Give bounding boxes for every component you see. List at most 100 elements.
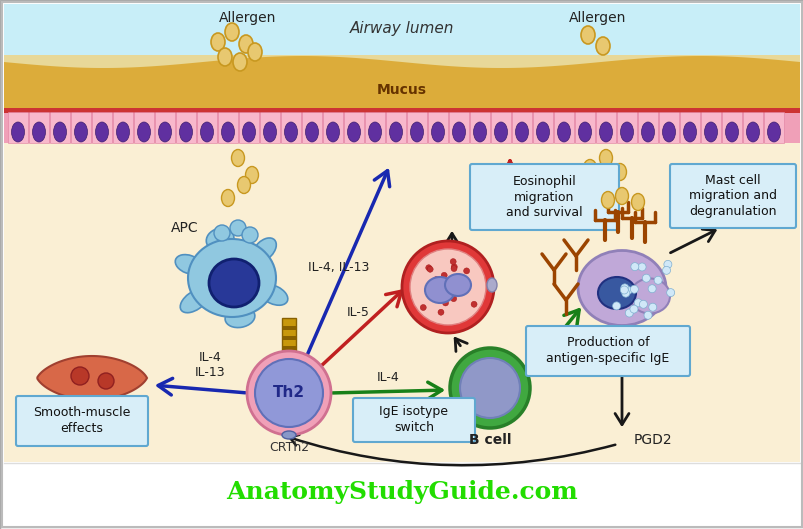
Circle shape <box>433 277 438 282</box>
Text: Eosinophil
migration
and survival: Eosinophil migration and survival <box>506 175 582 220</box>
Bar <box>50 112 70 143</box>
Bar <box>4 143 799 521</box>
Bar <box>700 112 720 143</box>
Bar <box>344 112 364 143</box>
Bar <box>406 112 426 143</box>
Ellipse shape <box>179 122 192 142</box>
Ellipse shape <box>206 228 234 251</box>
Bar <box>491 112 511 143</box>
Ellipse shape <box>263 122 276 142</box>
Circle shape <box>420 305 426 311</box>
Text: CRTh2: CRTh2 <box>268 442 308 454</box>
Bar <box>71 112 91 143</box>
Circle shape <box>620 284 628 292</box>
Bar <box>4 55 799 110</box>
Ellipse shape <box>247 43 262 61</box>
Bar <box>470 112 489 143</box>
Ellipse shape <box>431 122 444 142</box>
Bar <box>4 108 799 143</box>
Ellipse shape <box>225 307 255 327</box>
Bar <box>658 112 679 143</box>
Ellipse shape <box>444 274 471 296</box>
Ellipse shape <box>641 122 654 142</box>
Bar <box>259 112 279 143</box>
Ellipse shape <box>515 122 528 142</box>
Text: IL-4: IL-4 <box>376 371 399 385</box>
Ellipse shape <box>578 122 591 142</box>
Text: IL-4, IL-13: IL-4, IL-13 <box>308 261 369 275</box>
Circle shape <box>214 225 230 241</box>
Circle shape <box>471 302 476 307</box>
Ellipse shape <box>237 177 251 194</box>
Bar <box>302 112 321 143</box>
Bar <box>574 112 594 143</box>
Text: Production of
antigen-specific IgE: Production of antigen-specific IgE <box>546 336 669 366</box>
Ellipse shape <box>188 239 275 317</box>
Circle shape <box>442 300 448 306</box>
Ellipse shape <box>601 191 613 208</box>
Circle shape <box>441 272 446 278</box>
Circle shape <box>630 285 638 293</box>
Ellipse shape <box>599 122 612 142</box>
Circle shape <box>663 260 671 268</box>
Ellipse shape <box>209 259 259 307</box>
Circle shape <box>428 285 434 291</box>
Circle shape <box>620 286 627 294</box>
Ellipse shape <box>210 33 225 51</box>
FancyBboxPatch shape <box>353 398 475 442</box>
Text: IL-5: IL-5 <box>346 306 369 318</box>
Circle shape <box>630 262 638 271</box>
Circle shape <box>247 351 331 435</box>
Bar <box>197 112 217 143</box>
Ellipse shape <box>368 122 381 142</box>
Ellipse shape <box>116 122 129 142</box>
Ellipse shape <box>583 160 596 177</box>
Ellipse shape <box>137 122 150 142</box>
Bar <box>638 112 657 143</box>
Ellipse shape <box>218 48 232 66</box>
Text: Th2: Th2 <box>272 386 304 400</box>
Circle shape <box>666 289 674 297</box>
Circle shape <box>662 266 670 275</box>
Ellipse shape <box>494 122 507 142</box>
Ellipse shape <box>347 122 360 142</box>
Circle shape <box>426 264 431 271</box>
Ellipse shape <box>175 254 202 274</box>
Polygon shape <box>4 56 799 110</box>
Circle shape <box>426 266 433 272</box>
Circle shape <box>642 274 650 282</box>
Circle shape <box>638 263 646 271</box>
Circle shape <box>242 227 258 243</box>
Ellipse shape <box>724 122 738 142</box>
FancyBboxPatch shape <box>470 164 618 230</box>
Circle shape <box>623 287 631 295</box>
Ellipse shape <box>683 122 695 142</box>
Ellipse shape <box>577 251 665 325</box>
Text: IgE isotype
switch: IgE isotype switch <box>379 406 448 434</box>
Circle shape <box>630 305 637 313</box>
Ellipse shape <box>389 122 402 142</box>
Circle shape <box>438 309 443 315</box>
Bar <box>8 112 28 143</box>
Bar <box>365 112 385 143</box>
Bar <box>679 112 699 143</box>
Ellipse shape <box>597 277 635 309</box>
Ellipse shape <box>180 289 208 313</box>
Circle shape <box>434 285 439 291</box>
Circle shape <box>625 309 633 317</box>
Bar <box>155 112 175 143</box>
Ellipse shape <box>54 122 67 142</box>
Ellipse shape <box>599 150 612 167</box>
Ellipse shape <box>630 278 669 314</box>
Ellipse shape <box>231 150 244 167</box>
Ellipse shape <box>252 238 276 261</box>
Ellipse shape <box>745 122 759 142</box>
Bar <box>134 112 154 143</box>
Bar <box>113 112 132 143</box>
Bar <box>4 462 799 525</box>
Circle shape <box>638 300 646 308</box>
Circle shape <box>450 266 456 271</box>
Ellipse shape <box>284 122 297 142</box>
Circle shape <box>402 241 493 333</box>
Ellipse shape <box>452 122 465 142</box>
